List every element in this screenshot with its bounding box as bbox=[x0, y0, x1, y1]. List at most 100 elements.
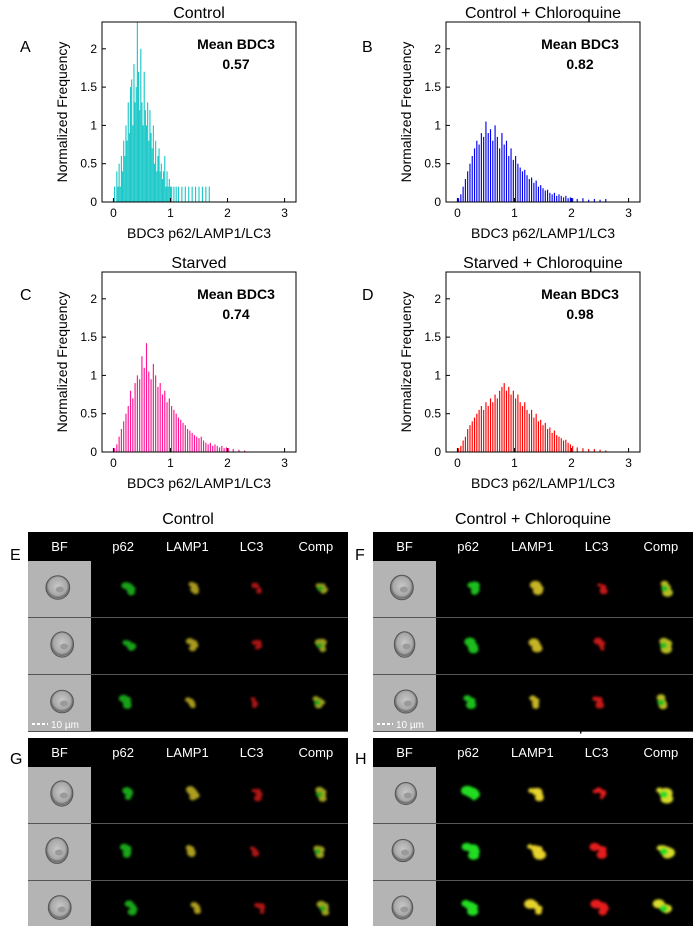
fluorescence-spot bbox=[315, 583, 328, 594]
fluorescence-spot bbox=[652, 899, 672, 914]
histogram-bar bbox=[512, 159, 514, 202]
histogram-bar bbox=[510, 148, 512, 202]
channel-header: p62 bbox=[457, 539, 479, 554]
histogram-bars bbox=[457, 121, 607, 202]
cell-nucleus bbox=[403, 700, 412, 707]
fluorescence-spot bbox=[460, 785, 480, 801]
histogram-bar bbox=[494, 125, 496, 202]
y-tick-label: 0.5 bbox=[80, 407, 97, 421]
histogram-bar bbox=[225, 447, 227, 452]
histogram-bar bbox=[223, 448, 225, 452]
histogram-bar bbox=[492, 140, 494, 202]
fluorescence-spot bbox=[184, 697, 196, 709]
channel-header: LAMP1 bbox=[166, 745, 209, 760]
x-tick-label: 3 bbox=[281, 456, 288, 470]
channel-header: LC3 bbox=[240, 745, 264, 760]
histogram-bar bbox=[524, 169, 526, 202]
histogram-bar bbox=[165, 186, 167, 202]
panel-title: Control bbox=[162, 511, 214, 528]
histogram-bar bbox=[558, 436, 560, 452]
fluorescence-spot bbox=[250, 697, 259, 709]
histogram-bar bbox=[531, 177, 533, 202]
fluorescence-spot bbox=[597, 583, 608, 595]
x-tick-label: 3 bbox=[281, 206, 288, 220]
histogram-bar bbox=[485, 121, 487, 202]
histogram-bar bbox=[560, 438, 562, 452]
y-axis-label: Normalized Frequency bbox=[54, 292, 70, 433]
panel-letter: H bbox=[355, 751, 367, 768]
histogram-bar bbox=[142, 125, 144, 202]
histogram-bar bbox=[244, 450, 246, 452]
histogram-bar bbox=[582, 198, 584, 202]
plot-frame bbox=[101, 271, 297, 453]
mean-value: 0.98 bbox=[566, 306, 593, 322]
histogram-panel-c: C Starved 0 1 2 3 0 0.5 1 1.5 2 BDC3 p62/LAMP1/LC3 N… bbox=[20, 255, 297, 491]
histogram-bar bbox=[499, 390, 501, 452]
histogram-bar bbox=[124, 156, 126, 202]
channel-header: LC3 bbox=[585, 745, 609, 760]
cell-nucleus bbox=[55, 849, 64, 856]
mean-value: 0.57 bbox=[222, 56, 249, 72]
histogram-bar bbox=[512, 390, 514, 452]
histogram-bar bbox=[562, 197, 565, 202]
histogram-bar bbox=[177, 417, 180, 452]
histogram-bar bbox=[503, 383, 505, 452]
histogram-bar bbox=[537, 421, 540, 452]
cell-nucleus bbox=[403, 792, 412, 799]
fluorescence-spot bbox=[190, 901, 201, 914]
channel-header: LC3 bbox=[240, 539, 264, 554]
channel-header: p62 bbox=[457, 745, 479, 760]
channel-header: Comp bbox=[644, 539, 679, 554]
histogram-bar bbox=[483, 409, 485, 452]
histogram-bar bbox=[144, 110, 146, 202]
histogram-bar bbox=[136, 375, 138, 452]
fluorescence-spot bbox=[313, 845, 325, 859]
histogram-bar bbox=[473, 417, 476, 452]
channel-header: Comp bbox=[299, 745, 334, 760]
plot-frame bbox=[445, 271, 641, 453]
cell-nucleus bbox=[402, 643, 411, 650]
histogram-bar bbox=[521, 171, 524, 202]
scale-bar-label: 10 µm bbox=[51, 720, 79, 731]
panel-letter: G bbox=[10, 751, 22, 768]
x-axis-label: BDC3 p62/LAMP1/LC3 bbox=[471, 475, 615, 491]
fluorescence-spot bbox=[528, 787, 544, 802]
y-tick-label: 1 bbox=[90, 368, 97, 382]
histogram-bar bbox=[116, 444, 118, 452]
fluorescence-spot bbox=[249, 846, 260, 857]
histogram-bar bbox=[483, 136, 485, 202]
histogram-bar bbox=[593, 448, 595, 452]
fluorescence-spot bbox=[254, 902, 266, 914]
histogram-bar bbox=[119, 186, 121, 202]
plot-frame bbox=[101, 21, 297, 203]
y-axis-label: Normalized Frequency bbox=[54, 42, 70, 183]
histogram-bar bbox=[198, 438, 200, 452]
histogram-bar bbox=[118, 436, 120, 452]
fluorescence-spot bbox=[119, 843, 132, 858]
cell-nucleus bbox=[59, 792, 68, 799]
histogram-bar bbox=[148, 371, 150, 452]
panel-letter: B bbox=[362, 39, 373, 56]
y-tick-label: 1 bbox=[434, 368, 441, 382]
histogram-bar bbox=[200, 436, 202, 452]
y-tick-label: 1.5 bbox=[424, 330, 441, 344]
histogram-bar bbox=[156, 171, 158, 202]
histogram-bar bbox=[216, 445, 218, 452]
histogram-bar bbox=[193, 435, 196, 452]
histogram-bar bbox=[515, 398, 517, 452]
histogram-bar bbox=[565, 439, 567, 452]
histogram-bar bbox=[159, 171, 161, 202]
x-axis-label: BDC3 p62/LAMP1/LC3 bbox=[127, 475, 271, 491]
histogram-bar bbox=[181, 186, 183, 202]
histogram-bar bbox=[528, 179, 530, 202]
histogram-bar bbox=[569, 444, 571, 452]
histogram-bar bbox=[485, 402, 487, 452]
histogram-bar bbox=[499, 148, 501, 202]
histogram-bar bbox=[515, 156, 517, 202]
histogram-bar bbox=[469, 163, 471, 202]
histogram-bars bbox=[113, 22, 210, 203]
histogram-bar bbox=[576, 198, 578, 202]
histogram-bar bbox=[558, 194, 560, 202]
x-tick-label: 0 bbox=[454, 456, 461, 470]
image-panel-f: F Control + Chloroquine BF p62 LAMP1 LC3 Comp 1… bbox=[355, 511, 693, 732]
